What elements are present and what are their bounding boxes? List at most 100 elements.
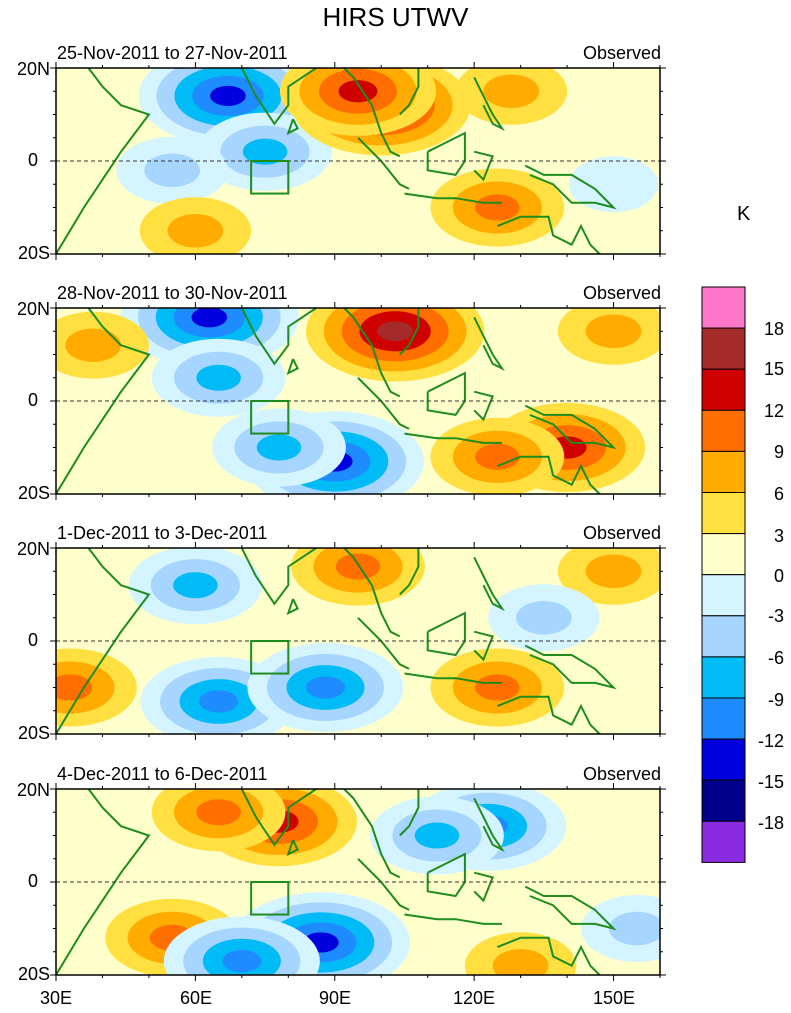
anomaly-feature — [464, 932, 577, 975]
colorbar — [701, 286, 746, 863]
contour-level — [338, 80, 378, 103]
contour-level — [305, 676, 345, 699]
anomaly-feature — [128, 548, 263, 625]
coastline — [404, 432, 502, 444]
coastline — [497, 455, 601, 494]
lon-tick-120e: 120E — [452, 988, 496, 1008]
map-panel-1 — [50, 62, 666, 260]
anomaly-feature — [557, 308, 660, 365]
contour-level — [191, 308, 228, 328]
lat-tick-20s: 20S — [17, 723, 50, 743]
coastline — [176, 548, 401, 638]
contour-level — [492, 948, 549, 975]
contour-level — [196, 364, 241, 391]
coastline — [399, 308, 420, 356]
colorbar-label: 9 — [773, 442, 784, 462]
colorbar-swatch — [701, 409, 746, 452]
colorbar-swatch — [701, 327, 746, 370]
coastline — [404, 192, 502, 204]
target-region-box — [250, 400, 290, 435]
contour-level — [65, 328, 122, 362]
coastline — [524, 885, 617, 931]
map-panel-2 — [50, 302, 666, 500]
contour-level — [483, 74, 540, 108]
coastline — [56, 789, 151, 975]
anomaly-feature — [557, 548, 660, 605]
axis-ticks — [50, 783, 666, 981]
panel-4-observed-label: Observed — [582, 764, 661, 784]
coastlines — [56, 789, 617, 975]
coastline — [399, 68, 420, 116]
colorbar-label: -6 — [767, 648, 784, 668]
colorbar-swatch — [701, 368, 746, 411]
panel-3-observed-label: Observed — [582, 523, 661, 543]
anomaly-feature — [430, 417, 565, 494]
coastline — [56, 68, 151, 254]
colorbar-label: -9 — [767, 690, 784, 710]
lat-tick-20n: 20N — [16, 780, 50, 800]
contour-level — [568, 156, 659, 213]
anomaly-feature — [581, 895, 660, 962]
colorbar-swatch — [701, 820, 746, 863]
coastline — [357, 617, 410, 670]
contour-level — [144, 153, 201, 188]
coastline — [286, 839, 299, 857]
coastline — [404, 672, 502, 684]
anomaly-feature — [247, 642, 404, 733]
anomaly-feature — [138, 68, 318, 147]
contour-level — [222, 949, 262, 973]
lat-tick-20s: 20S — [17, 964, 50, 984]
panel-2-date-range: 28-Nov-2011 to 30-Nov-2011 — [57, 283, 288, 303]
coastline — [56, 308, 151, 494]
coastline — [497, 936, 601, 975]
lon-tick-90e: 90E — [318, 988, 352, 1008]
anomaly-feature — [56, 648, 137, 727]
anomaly-feature — [488, 584, 600, 652]
contour-level — [515, 601, 572, 635]
colorbar-swatch — [701, 533, 746, 576]
anomaly-feature — [116, 136, 228, 204]
colorbar-swatch — [701, 697, 746, 740]
coastline — [497, 215, 601, 254]
axis-ticks — [50, 302, 666, 500]
colorbar-label: -15 — [757, 772, 784, 792]
colorbar-unit: K — [737, 203, 751, 225]
colorbar-label: 12 — [763, 401, 784, 421]
contour-level — [585, 554, 642, 588]
contour-level — [256, 434, 302, 461]
lon-tick-60e: 60E — [179, 988, 213, 1008]
figure-title: HIRS UTWV — [322, 2, 469, 32]
contour-level — [608, 911, 660, 946]
anomaly-feature — [291, 548, 425, 606]
coastlines — [56, 548, 617, 734]
colorbar-swatch — [701, 738, 746, 781]
map-panel-3 — [50, 542, 666, 740]
lat-tick-20s: 20S — [17, 483, 50, 503]
lat-tick-20n: 20N — [16, 59, 50, 79]
coastline — [473, 871, 495, 903]
target-region-box — [250, 160, 290, 195]
coastline — [357, 377, 410, 430]
lat-tick-0: 0 — [27, 150, 38, 170]
map-panel-4 — [50, 783, 666, 981]
coastline — [286, 358, 299, 376]
colorbar-label: 15 — [763, 359, 784, 379]
contour-level — [335, 553, 381, 580]
coastline — [176, 308, 401, 398]
lat-tick-0: 0 — [27, 871, 38, 891]
anomaly-feature — [212, 408, 346, 487]
lon-tick-150e: 150E — [592, 988, 636, 1008]
colorbar-swatch — [701, 656, 746, 699]
colorbar-swatch — [701, 286, 746, 329]
coastline — [473, 630, 495, 662]
colorbar-label: 6 — [773, 484, 784, 504]
colorbar-label: 0 — [773, 566, 784, 586]
coastline — [524, 644, 617, 690]
coastlines — [56, 68, 617, 254]
coastline — [404, 913, 502, 925]
colorbar-swatch — [701, 574, 746, 617]
target-region-box — [250, 640, 290, 675]
coastline — [357, 137, 410, 190]
colorbar-label: 3 — [773, 526, 784, 546]
anomaly-feature — [56, 311, 149, 379]
